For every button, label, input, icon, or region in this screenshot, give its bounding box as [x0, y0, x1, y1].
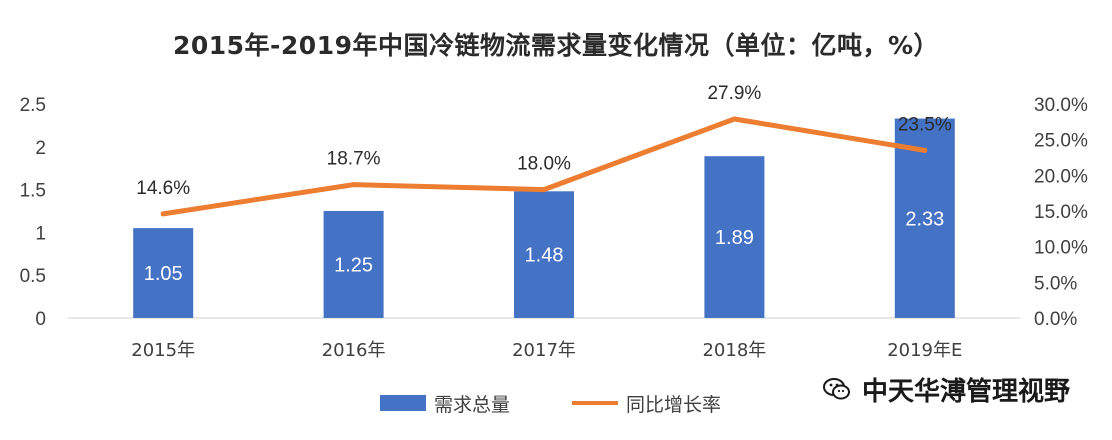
bar-value-label: 1.89	[715, 227, 754, 249]
bar-value-label: 1.05	[144, 263, 183, 285]
bar-value-label: 1.25	[334, 255, 373, 277]
wechat-icon	[823, 378, 850, 400]
y-left-tick-label: 2.5	[20, 95, 46, 116]
bar-value-label: 1.48	[525, 245, 564, 267]
y-left-tick-label: 1	[35, 223, 46, 244]
y-right-tick-label: 5.0%	[1034, 273, 1077, 294]
x-tick-label: 2017年	[512, 340, 576, 361]
watermark-text: 中天华溥管理视野	[862, 376, 1071, 407]
bar	[514, 191, 574, 318]
legend-swatch-line	[572, 401, 618, 405]
chart-title: 2015年-2019年中国冷链物流需求量变化情况（单位：亿吨，%）	[172, 31, 940, 60]
legend-label-bar: 需求总量	[434, 393, 511, 416]
x-tick-label: 2019年E	[887, 340, 962, 361]
y-right-tick-label: 15.0%	[1034, 202, 1088, 223]
x-tick-label: 2016年	[322, 340, 386, 361]
line-point	[351, 182, 357, 188]
line-point	[731, 116, 737, 122]
line-point	[922, 147, 928, 153]
bar	[133, 228, 194, 318]
y-right-tick-label: 10.0%	[1034, 238, 1088, 259]
line-value-label: 23.5%	[898, 114, 952, 135]
x-tick-label: 2018年	[702, 340, 766, 361]
line-value-label: 27.9%	[707, 83, 761, 104]
watermark: 中天华溥管理视野	[822, 372, 1071, 407]
y-right-tick-label: 30.0%	[1034, 95, 1088, 116]
y-right-tick-label: 20.0%	[1034, 166, 1088, 187]
legend-item-bar: 需求总量	[380, 388, 510, 418]
bar	[704, 156, 765, 318]
y-left-tick-label: 1.5	[20, 181, 46, 202]
line-value-label: 14.6%	[136, 178, 190, 199]
bar	[323, 211, 384, 318]
y-right-tick-label: 25.0%	[1034, 131, 1088, 152]
line-value-label: 18.7%	[327, 149, 381, 170]
y-right-tick-label: 0.0%	[1034, 309, 1077, 330]
line-value-label: 18.0%	[517, 154, 571, 175]
legend-label-line: 同比增长率	[626, 393, 722, 416]
line-point	[541, 187, 547, 193]
y-left-tick-label: 0.5	[20, 266, 46, 287]
y-left-tick-label: 0	[35, 309, 46, 330]
x-tick-label: 2015年	[131, 340, 195, 361]
bar-value-label: 2.33	[905, 208, 944, 230]
y-left-tick-label: 2	[35, 138, 46, 159]
legend-swatch-bar	[380, 395, 426, 411]
line-point	[160, 211, 166, 217]
legend-item-line: 同比增长率	[572, 388, 721, 418]
